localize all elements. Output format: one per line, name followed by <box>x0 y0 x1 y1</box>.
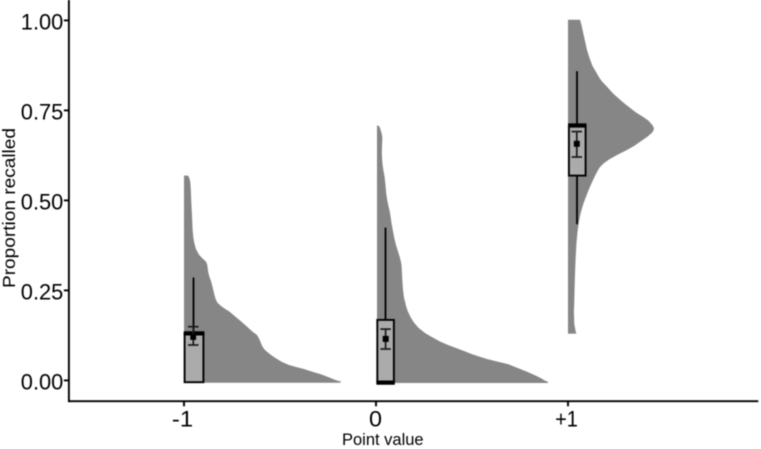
svg-text:1.00: 1.00 <box>21 10 64 35</box>
svg-text:+1: +1 <box>555 407 578 432</box>
svg-text:0.75: 0.75 <box>21 100 64 125</box>
svg-text:0.50: 0.50 <box>21 190 64 215</box>
svg-text:0.25: 0.25 <box>21 280 64 305</box>
svg-text:Point value: Point value <box>342 431 424 449</box>
svg-text:0.00: 0.00 <box>21 370 64 395</box>
svg-text:0: 0 <box>369 407 382 432</box>
svg-text:Proportion recalled: Proportion recalled <box>0 128 19 288</box>
svg-text:-1: -1 <box>172 407 193 432</box>
